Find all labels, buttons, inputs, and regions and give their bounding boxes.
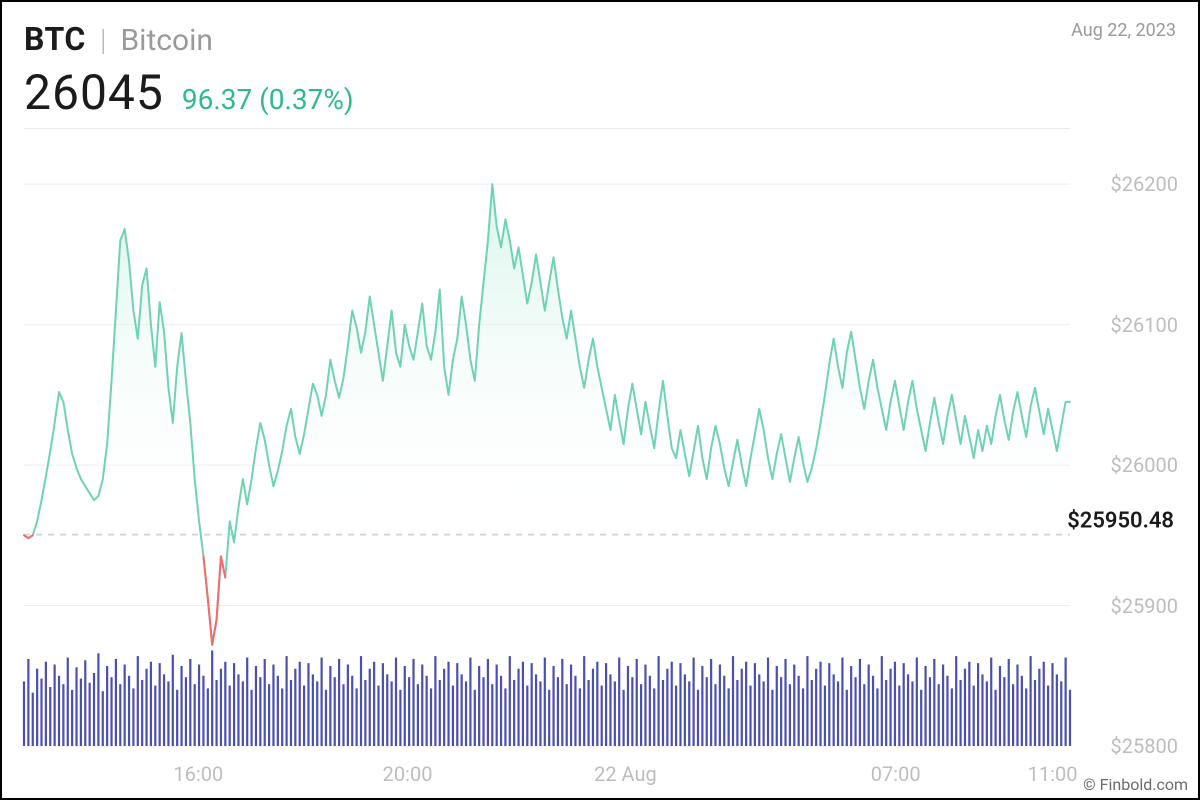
x-axis-tick-label: 16:00 (173, 762, 223, 786)
y-axis-tick-label: $25800 (1111, 734, 1178, 758)
copyright: © Finbold.com (1083, 775, 1188, 794)
symbol-row: BTC | Bitcoin (24, 20, 1176, 58)
x-axis-tick-label: 22 Aug (594, 762, 657, 786)
change-percent: (0.37%) (259, 83, 353, 116)
x-axis-tick-label: 11:00 (1028, 762, 1078, 786)
y-axis-tick-label: $26000 (1111, 453, 1178, 477)
chart-area (24, 128, 1070, 746)
x-axis-tick-label: 07:00 (871, 762, 921, 786)
ticker-symbol: BTC (24, 20, 86, 58)
price-chart (24, 128, 1070, 746)
y-axis-tick-label: $26200 (1111, 172, 1178, 196)
reference-price-label: $25950.48 (1067, 508, 1174, 533)
y-axis-tick-label: $26100 (1111, 313, 1178, 337)
y-axis-tick-label: $25900 (1111, 594, 1178, 618)
date-label: Aug 22, 2023 (1071, 20, 1176, 41)
asset-name: Bitcoin (120, 23, 212, 58)
price-row: 26045 96.37 (0.37%) (24, 64, 1176, 121)
x-axis-tick-label: 20:00 (383, 762, 433, 786)
current-price: 26045 (24, 64, 164, 121)
chart-header: BTC | Bitcoin Aug 22, 2023 26045 96.37 (… (24, 20, 1176, 121)
separator: | (100, 23, 107, 58)
change-value: 96.37 (182, 83, 252, 116)
price-change: 96.37 (0.37%) (182, 83, 354, 116)
